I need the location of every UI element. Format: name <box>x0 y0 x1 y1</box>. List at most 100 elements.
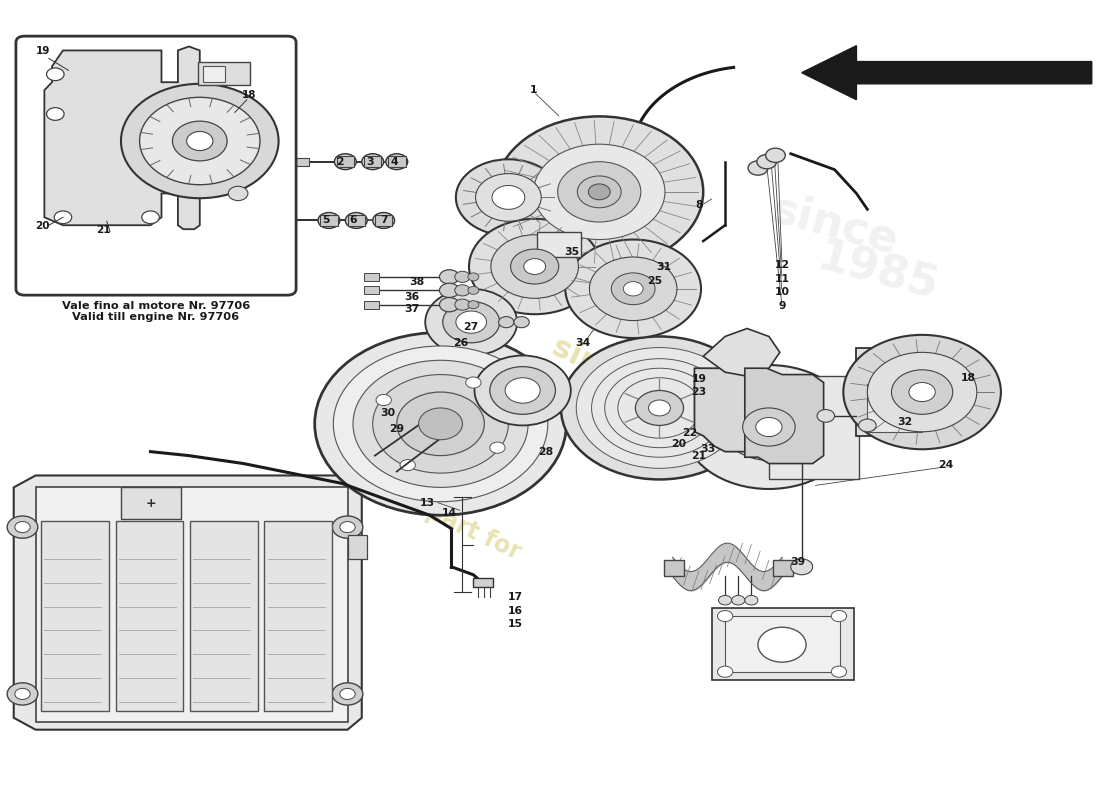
Circle shape <box>757 154 777 169</box>
Text: 1985: 1985 <box>813 236 944 310</box>
Circle shape <box>734 410 756 426</box>
Circle shape <box>228 186 248 201</box>
Circle shape <box>332 516 363 538</box>
Circle shape <box>492 186 525 210</box>
Circle shape <box>140 98 260 185</box>
Circle shape <box>844 335 1001 450</box>
Bar <box>375 215 393 226</box>
Circle shape <box>454 299 470 310</box>
Bar <box>857 348 933 436</box>
Circle shape <box>8 683 37 705</box>
Circle shape <box>756 418 782 437</box>
Circle shape <box>442 302 499 342</box>
Circle shape <box>332 683 363 705</box>
Text: 21: 21 <box>691 450 706 461</box>
Circle shape <box>649 400 670 416</box>
Circle shape <box>468 273 478 281</box>
Circle shape <box>766 148 785 162</box>
Bar <box>337 156 354 167</box>
Circle shape <box>683 365 855 489</box>
Circle shape <box>333 346 548 502</box>
Bar <box>35 487 348 722</box>
Text: 17: 17 <box>507 592 522 602</box>
Circle shape <box>440 283 459 298</box>
Bar <box>198 62 250 86</box>
Circle shape <box>758 439 780 455</box>
Text: 31: 31 <box>657 262 671 271</box>
Text: 24: 24 <box>938 460 954 470</box>
Circle shape <box>578 176 621 208</box>
Bar <box>348 215 365 226</box>
Text: 19: 19 <box>35 46 50 57</box>
Circle shape <box>495 116 703 267</box>
Bar <box>41 521 109 711</box>
Text: 20: 20 <box>35 221 51 231</box>
Circle shape <box>785 419 807 435</box>
Circle shape <box>318 213 340 229</box>
Circle shape <box>505 378 540 403</box>
Circle shape <box>524 258 546 274</box>
Text: 5: 5 <box>322 215 329 226</box>
Text: 7: 7 <box>379 215 387 226</box>
Circle shape <box>475 174 541 222</box>
Bar <box>364 286 380 294</box>
Circle shape <box>791 559 813 574</box>
Circle shape <box>868 352 977 432</box>
Text: since 1985: since 1985 <box>548 332 727 436</box>
Circle shape <box>624 282 644 296</box>
Bar <box>725 616 840 672</box>
Circle shape <box>46 108 64 120</box>
Bar <box>320 215 338 226</box>
Polygon shape <box>745 368 824 463</box>
Bar <box>121 487 182 519</box>
Text: 34: 34 <box>575 338 591 348</box>
Text: 36: 36 <box>405 292 420 302</box>
Circle shape <box>565 239 701 338</box>
Text: 10: 10 <box>774 287 790 297</box>
Bar <box>537 231 581 257</box>
Circle shape <box>386 154 408 170</box>
Circle shape <box>8 516 37 538</box>
Circle shape <box>334 154 356 170</box>
Circle shape <box>373 374 508 473</box>
Circle shape <box>745 595 758 605</box>
Circle shape <box>474 355 571 426</box>
Circle shape <box>465 377 481 388</box>
Bar <box>868 384 922 432</box>
Circle shape <box>723 394 815 460</box>
Circle shape <box>612 273 656 305</box>
Text: 35: 35 <box>564 247 580 258</box>
Text: a part for: a part for <box>400 490 525 565</box>
Circle shape <box>717 610 733 622</box>
Text: 33: 33 <box>700 444 715 454</box>
Circle shape <box>373 213 395 229</box>
Circle shape <box>514 317 529 328</box>
Bar <box>294 158 309 166</box>
Circle shape <box>455 159 561 235</box>
Circle shape <box>588 184 610 200</box>
Bar <box>116 521 184 711</box>
Circle shape <box>46 68 64 81</box>
Bar <box>663 561 683 576</box>
Bar <box>773 561 793 576</box>
FancyBboxPatch shape <box>15 36 296 295</box>
Text: 30: 30 <box>381 408 396 418</box>
Bar <box>364 301 380 309</box>
Text: 12: 12 <box>774 260 790 270</box>
Circle shape <box>440 270 459 284</box>
Circle shape <box>419 408 462 440</box>
Circle shape <box>468 286 478 294</box>
Circle shape <box>742 408 795 446</box>
Text: 13: 13 <box>420 498 434 508</box>
Circle shape <box>491 234 579 298</box>
Circle shape <box>832 666 847 678</box>
Circle shape <box>779 406 801 422</box>
Text: 6: 6 <box>349 215 356 226</box>
Text: 39: 39 <box>790 557 805 567</box>
Text: since: since <box>767 188 903 263</box>
Polygon shape <box>802 46 1091 100</box>
Circle shape <box>400 459 416 470</box>
Circle shape <box>315 333 566 515</box>
Circle shape <box>717 666 733 678</box>
Circle shape <box>345 213 367 229</box>
